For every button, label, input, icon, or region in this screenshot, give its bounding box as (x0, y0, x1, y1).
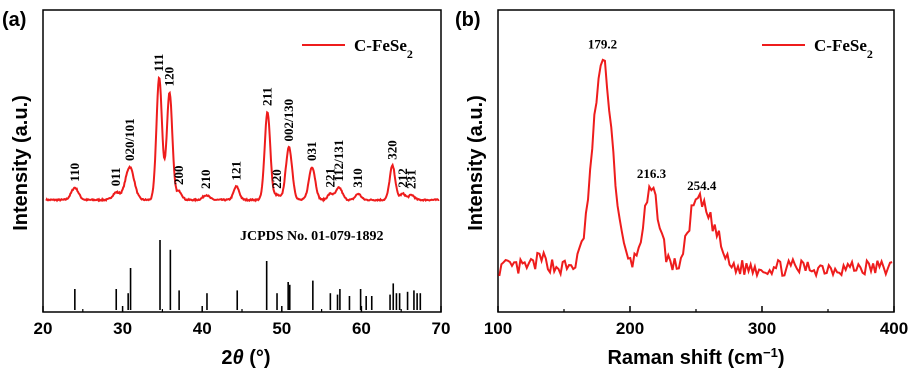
peak-label: 320 (384, 140, 399, 160)
x-tick-label: 200 (616, 319, 644, 338)
panel-b-x-axis-title: Raman shift (cm−1) (607, 345, 784, 370)
peak-label: 179.2 (588, 37, 617, 52)
x-tick-label: 70 (432, 319, 451, 338)
legend-b: C-FeSe2 (762, 36, 873, 61)
peak-label: 216.3 (637, 166, 667, 181)
panel-b-y-axis-title: Intensity (a.u.) (465, 95, 487, 231)
raman-spectrum-line (498, 58, 893, 279)
x-axis-ticks: 20 30 40 50 60 70 (34, 306, 451, 338)
peak-label: 211 (259, 87, 274, 106)
panel-a-x-axis-title: 2θ (°) (221, 347, 270, 369)
peak-label: 310 (350, 168, 365, 188)
peak-label: 210 (198, 170, 213, 190)
panel-b: (b) 179.2 216.3 254.4 100 200 300 400 C-FeSe2… (455, 9, 908, 369)
x-axis-ticks: 100 200 300 400 (484, 306, 908, 338)
peak-labels: 179.2 216.3 254.4 (588, 37, 717, 193)
peak-label: 221 (322, 168, 337, 188)
panel-b-label: (b) (455, 9, 481, 31)
x-tick-label: 40 (193, 319, 212, 338)
peak-label: 231 (404, 169, 419, 189)
peak-label: 212 (395, 168, 410, 188)
x-tick-label: 30 (113, 319, 132, 338)
peak-label: 031 (304, 141, 319, 161)
peak-label: 020/101 (122, 118, 137, 161)
peak-label: 220 (269, 169, 284, 189)
peak-label: 111 (151, 54, 166, 72)
peak-label: 110 (67, 163, 82, 182)
x-tick-label: 50 (272, 319, 291, 338)
peak-label: 011 (108, 168, 123, 187)
reference-lines (74, 240, 422, 310)
peak-label: 254.4 (687, 178, 717, 193)
legend-b-label: C-FeSe2 (814, 36, 873, 61)
peak-label: 200 (171, 166, 186, 186)
x-tick-label: 100 (484, 319, 512, 338)
x-tick-label: 300 (748, 319, 776, 338)
peak-label: 120 (162, 67, 177, 87)
peak-label: 002/130 (281, 99, 296, 142)
legend-a: C-FeSe2 (302, 36, 413, 61)
xrd-pattern-line (45, 75, 440, 203)
x-tick-label: 20 (34, 319, 53, 338)
peak-label: 121 (228, 161, 243, 181)
peak-label: 112/131 (331, 140, 346, 182)
x-tick-label: 400 (880, 319, 908, 338)
jcpds-reference-label: JCPDS No. 01-079-1892 (240, 229, 384, 244)
legend-a-label: C-FeSe2 (354, 36, 413, 61)
panel-a-y-axis-title: Intensity (a.u.) (10, 95, 32, 231)
panel-a-label: (a) (2, 9, 26, 31)
x-tick-label: 60 (352, 319, 371, 338)
